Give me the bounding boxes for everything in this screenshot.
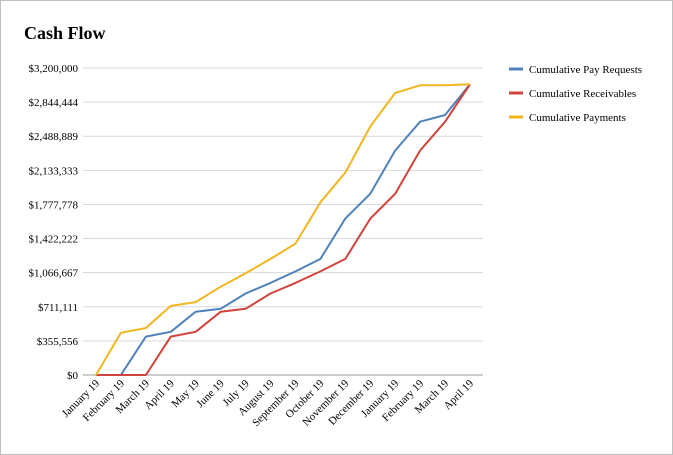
data-point	[170, 305, 172, 307]
y-tick-label: $355,556	[37, 336, 79, 348]
data-point	[444, 114, 446, 116]
legend-label: Cumulative Pay Requests	[529, 64, 642, 76]
y-tick-label: $1,422,222	[29, 234, 79, 246]
y-tick-label: $3,200,000	[29, 63, 79, 75]
data-point	[294, 243, 296, 245]
legend-label: Cumulative Receivables	[529, 88, 636, 100]
data-point	[220, 286, 222, 288]
data-point	[444, 84, 446, 86]
data-point	[195, 311, 197, 313]
data-point	[344, 218, 346, 220]
data-point	[145, 336, 147, 338]
data-point	[369, 193, 371, 195]
data-point	[444, 121, 446, 123]
data-point	[294, 270, 296, 272]
data-point	[344, 172, 346, 174]
data-point	[195, 331, 197, 333]
data-point	[195, 301, 197, 303]
data-point	[369, 218, 371, 220]
data-point	[319, 258, 321, 260]
y-tick-label: $1,066,667	[29, 268, 79, 280]
data-point	[170, 336, 172, 338]
data-point	[245, 272, 247, 274]
data-point	[469, 83, 471, 85]
series-line	[96, 83, 471, 376]
data-point	[344, 258, 346, 260]
data-point	[145, 327, 147, 329]
data-point	[270, 292, 272, 294]
data-point	[394, 193, 396, 195]
y-tick-label: $1,777,778	[29, 199, 79, 211]
data-point	[394, 92, 396, 94]
data-point	[270, 282, 272, 284]
data-point	[270, 258, 272, 260]
x-tick-label: June 19	[194, 377, 227, 410]
data-point	[294, 282, 296, 284]
data-point	[220, 308, 222, 310]
data-point	[245, 292, 247, 294]
y-tick-label: $0	[67, 370, 79, 382]
legend-label: Cumulative Payments	[529, 112, 626, 124]
data-point	[369, 126, 371, 128]
y-tick-label: $711,111	[38, 302, 78, 314]
data-point	[145, 374, 147, 376]
data-point	[319, 201, 321, 203]
y-tick-label: $2,844,444	[29, 97, 79, 109]
data-point	[394, 150, 396, 152]
data-point	[245, 308, 247, 310]
data-point	[419, 121, 421, 123]
chart-title: Cash Flow	[24, 23, 106, 43]
data-point	[95, 374, 97, 376]
y-tick-label: $2,133,333	[29, 165, 79, 177]
series-line	[95, 83, 471, 376]
y-tick-label: $2,488,889	[29, 131, 79, 143]
data-point	[220, 311, 222, 313]
data-point	[120, 374, 122, 376]
data-point	[319, 270, 321, 272]
data-point	[120, 332, 122, 334]
data-point	[419, 150, 421, 152]
series-line	[96, 83, 471, 376]
data-point	[170, 331, 172, 333]
data-point	[419, 84, 421, 86]
